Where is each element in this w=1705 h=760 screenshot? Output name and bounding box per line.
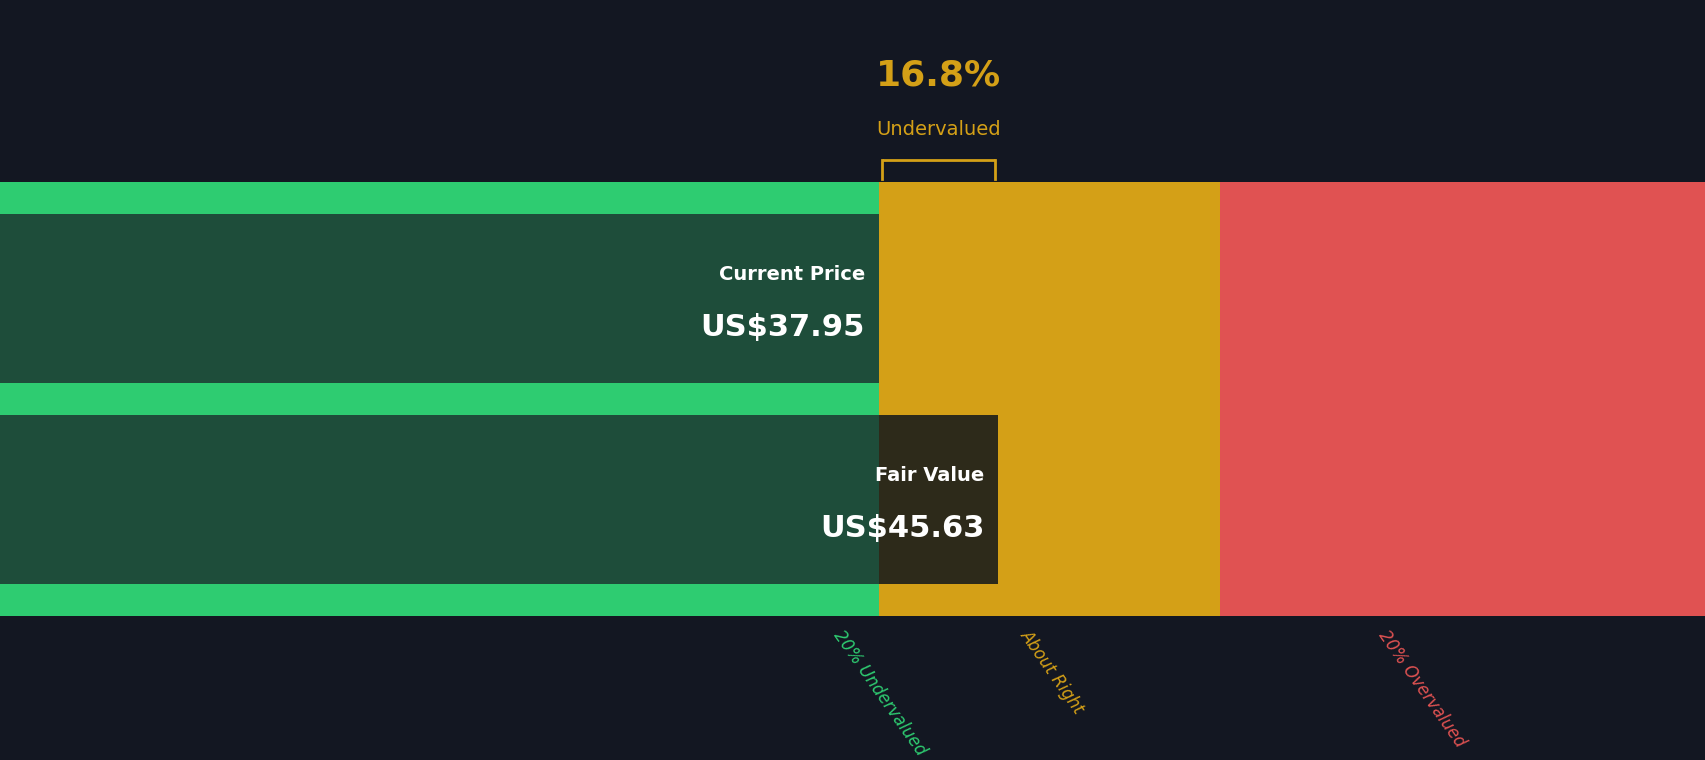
Bar bbox=[0, 182, 878, 616]
Text: About Right: About Right bbox=[1016, 627, 1088, 717]
Text: Current Price: Current Price bbox=[718, 264, 864, 283]
Text: 20% Overvalued: 20% Overvalued bbox=[1374, 627, 1468, 751]
Text: 16.8%: 16.8% bbox=[875, 59, 1001, 93]
Bar bbox=[0, 415, 878, 584]
Bar bbox=[878, 182, 1219, 616]
Bar bbox=[0, 182, 878, 214]
Bar bbox=[878, 584, 1219, 616]
Text: US$45.63: US$45.63 bbox=[820, 514, 984, 543]
Text: US$37.95: US$37.95 bbox=[701, 313, 864, 342]
Bar bbox=[878, 182, 1219, 214]
Bar bbox=[1219, 584, 1705, 616]
Bar bbox=[0, 383, 878, 415]
Bar bbox=[1219, 182, 1705, 616]
Text: Fair Value: Fair Value bbox=[875, 466, 984, 485]
Bar bbox=[0, 584, 878, 616]
Bar bbox=[1219, 383, 1705, 415]
Bar bbox=[878, 415, 997, 584]
Bar bbox=[878, 383, 1219, 415]
Bar bbox=[1219, 182, 1705, 214]
Text: Undervalued: Undervalued bbox=[875, 120, 1001, 139]
Bar bbox=[0, 214, 878, 383]
Text: 20% Undervalued: 20% Undervalued bbox=[829, 627, 929, 759]
